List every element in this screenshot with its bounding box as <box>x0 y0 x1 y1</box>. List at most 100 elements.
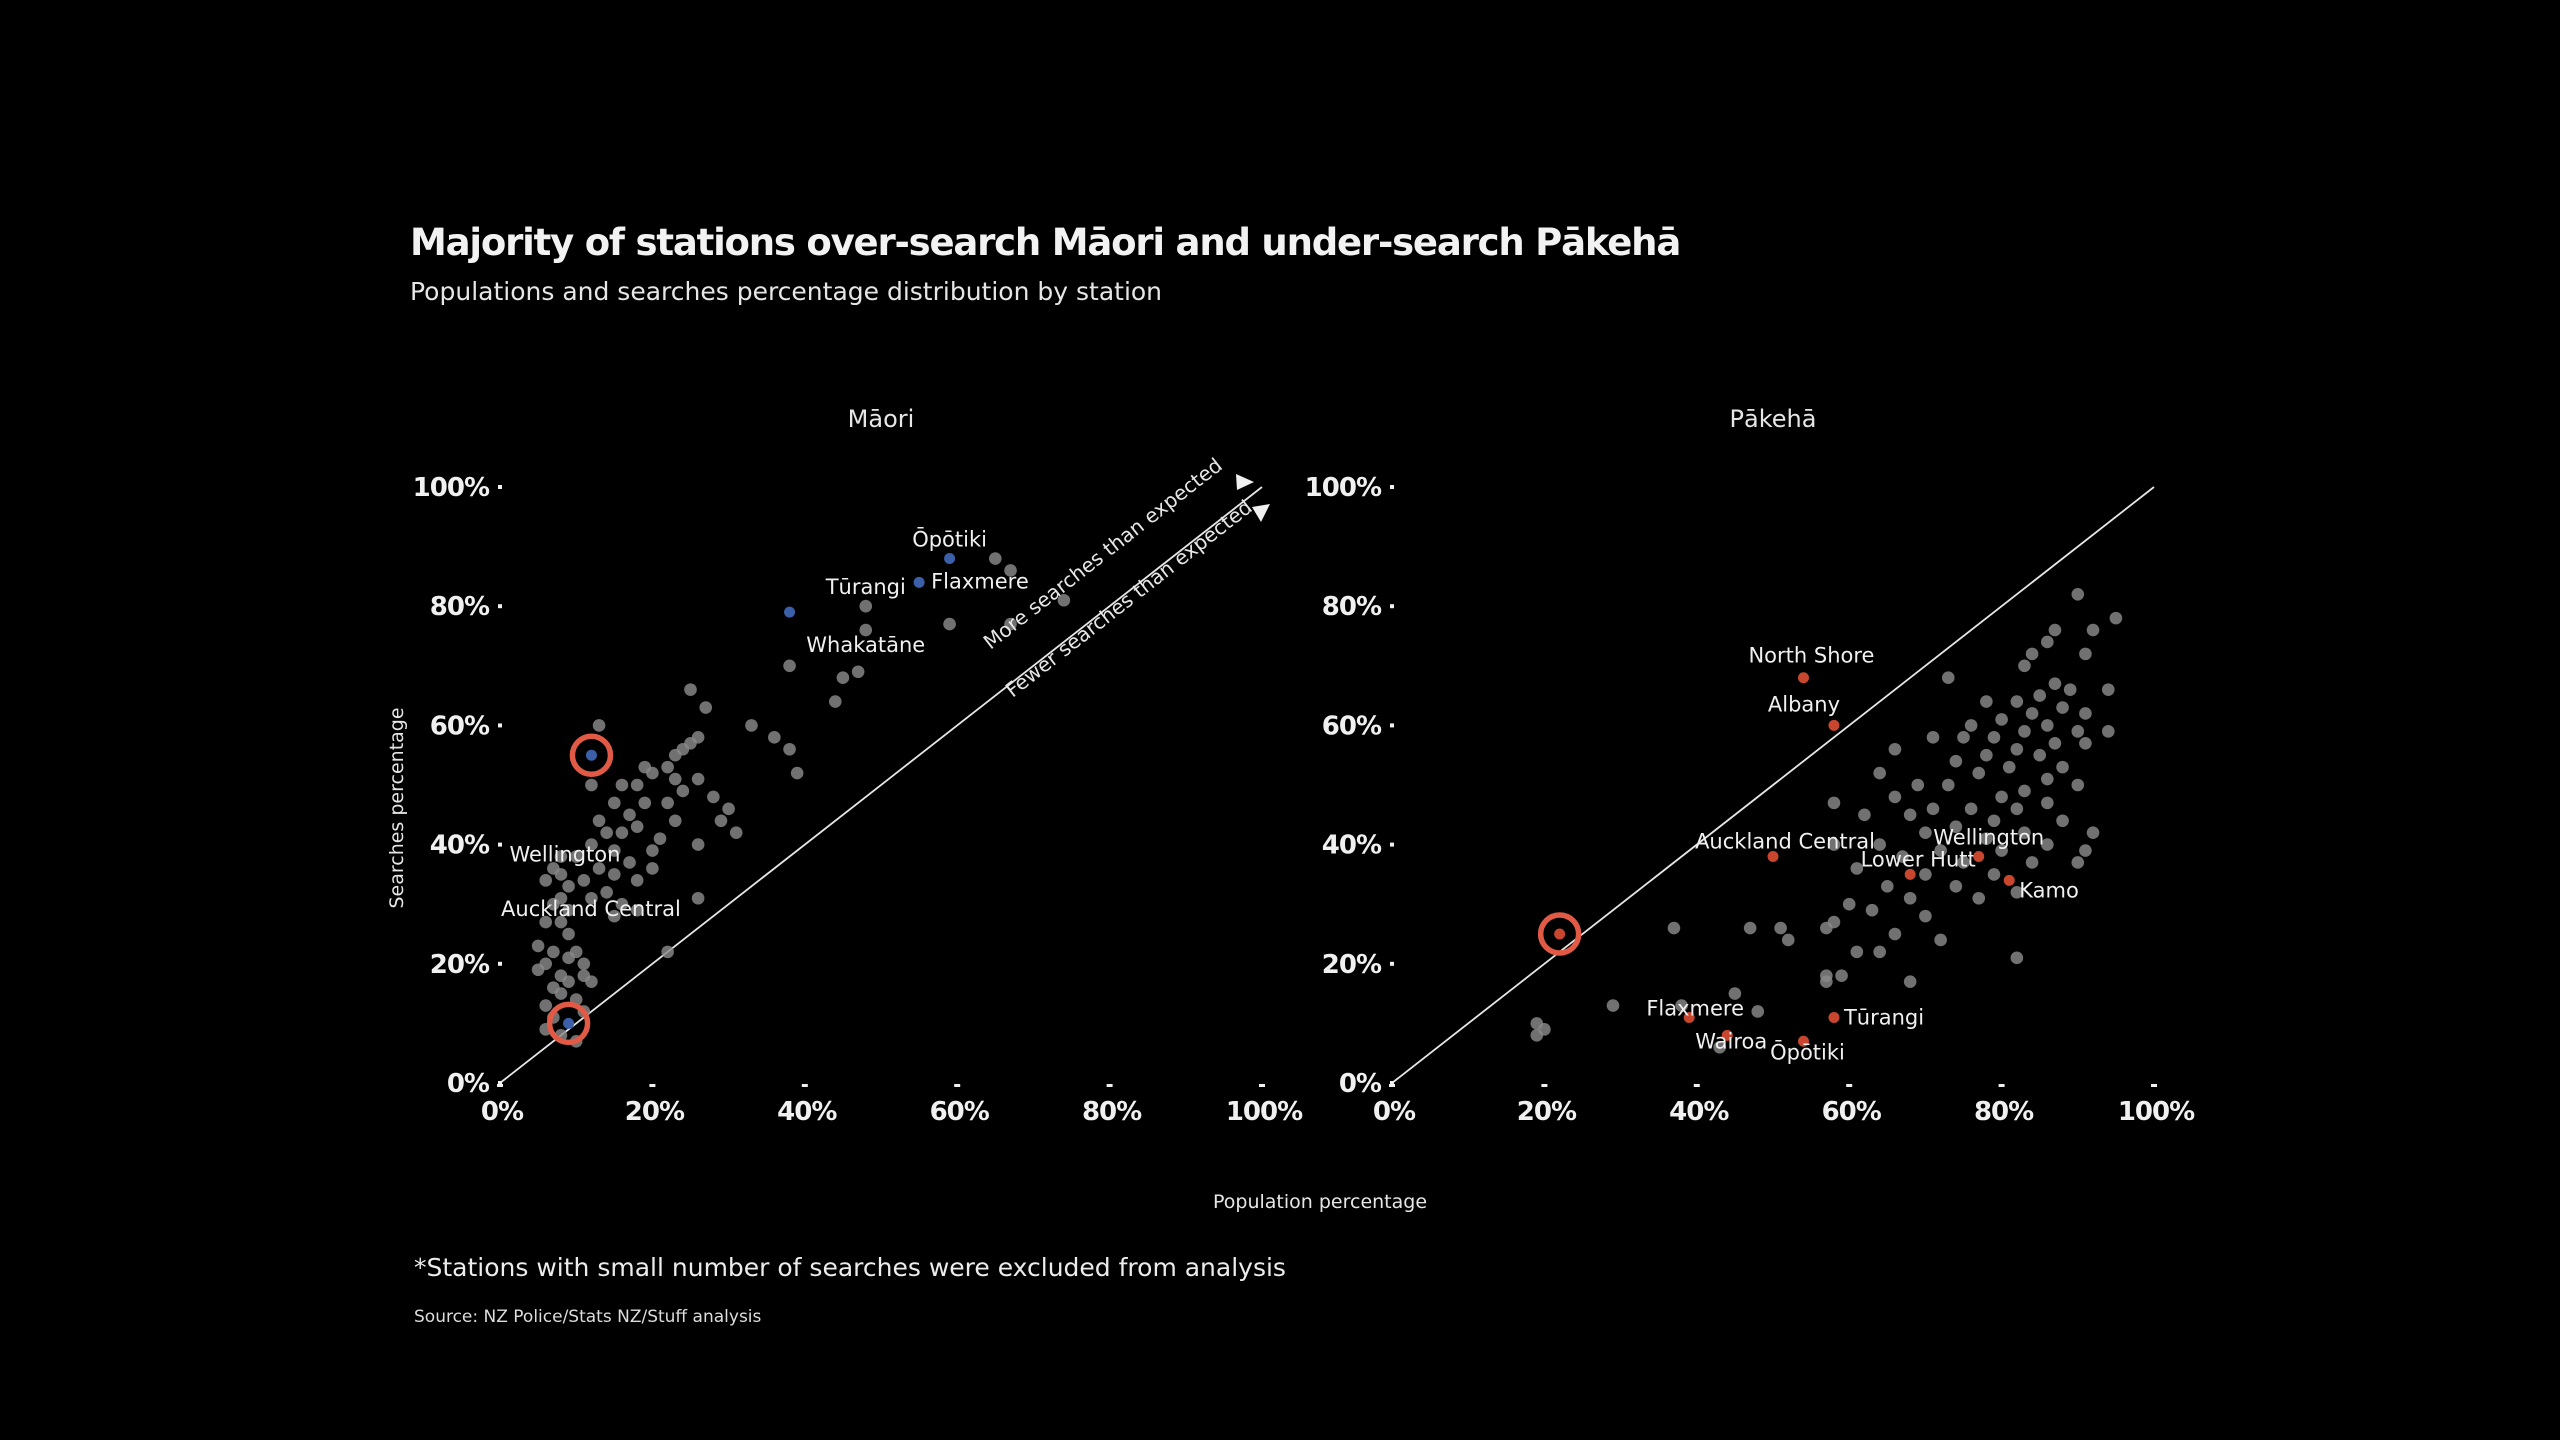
y-tick-label: 40% <box>430 831 490 861</box>
data-point <box>2079 707 2092 720</box>
labeled-point <box>1721 1029 1733 1041</box>
data-point <box>646 844 659 857</box>
data-point <box>1530 1029 1544 1042</box>
data-point <box>2010 742 2024 756</box>
data-point <box>2079 647 2092 661</box>
labeled-point <box>859 599 873 613</box>
data-point <box>1835 969 1848 983</box>
data-point <box>615 778 629 792</box>
data-point <box>1675 999 1688 1012</box>
data-point <box>1820 975 1833 988</box>
data-point <box>585 838 598 851</box>
data-point <box>608 868 621 881</box>
x-tick-label: 100% <box>1226 1097 1303 1127</box>
data-point <box>1842 897 1856 911</box>
x-tick-mark <box>954 1084 961 1087</box>
data-point <box>562 975 575 988</box>
data-point <box>722 802 735 816</box>
data-point <box>676 784 690 798</box>
point-label: Wellington <box>1933 826 2044 850</box>
data-point <box>2025 647 2039 661</box>
data-point <box>684 683 697 696</box>
data-point <box>1911 778 1925 792</box>
data-point <box>2018 784 2031 798</box>
point-label: Whakatāne <box>806 633 925 657</box>
data-point <box>539 874 553 887</box>
reference-diagonal-line <box>499 486 1263 1084</box>
point-label: Kamo <box>2019 878 2079 902</box>
data-point <box>2086 826 2100 839</box>
data-point <box>2071 725 2085 738</box>
data-point <box>1980 832 1993 845</box>
data-point <box>585 778 598 792</box>
source-note: Source: NZ Police/Stats NZ/Stuff analysi… <box>414 1307 762 1327</box>
y-tick-mark <box>1390 604 1394 609</box>
data-point <box>630 820 644 834</box>
labeled-point <box>944 553 956 565</box>
data-point <box>531 963 545 977</box>
data-point <box>1995 844 2008 857</box>
panel-title: Māori <box>848 405 915 433</box>
data-point <box>630 874 644 887</box>
y-tick-mark <box>498 842 502 847</box>
data-point <box>2041 772 2054 786</box>
data-point <box>623 856 636 869</box>
data-point <box>638 796 652 810</box>
data-point <box>630 903 644 917</box>
labeled-point <box>1828 719 1840 731</box>
data-point <box>1941 778 1955 792</box>
labeled-point <box>1797 672 1809 684</box>
data-point <box>1057 593 1071 607</box>
data-point <box>600 826 613 839</box>
y-tick-label: 40% <box>1322 831 1382 861</box>
data-point <box>2056 760 2069 774</box>
y-tick-mark <box>498 485 502 489</box>
data-point <box>2010 951 2024 965</box>
arrow-down-icon <box>1252 504 1270 522</box>
data-point <box>554 915 568 929</box>
x-tick-label: 0% <box>1373 1097 1416 1127</box>
data-point <box>1850 862 1864 875</box>
data-point <box>1004 564 1017 577</box>
panel-title: Pākehā <box>1730 405 1817 433</box>
data-point <box>1903 975 1917 988</box>
data-point <box>1972 891 1986 905</box>
data-point <box>1903 808 1917 822</box>
y-tick-mark <box>1390 961 1394 966</box>
data-point <box>1888 742 1902 756</box>
x-tick-mark <box>1998 1084 2005 1087</box>
data-point <box>1957 731 1970 744</box>
data-point <box>1743 921 1757 935</box>
y-tick-mark <box>498 723 502 728</box>
data-point <box>1964 802 1978 816</box>
data-point <box>577 874 591 887</box>
data-point <box>2033 689 2046 702</box>
y-tick-label: 80% <box>430 592 490 622</box>
data-point <box>1919 909 1932 923</box>
pakeha-panel: Pākehā 0% 20% 40% 60% 80% 100% 0% 20% 40% 60% 80% 10… <box>1305 405 2196 1127</box>
arrow-up-icon <box>1236 474 1254 490</box>
x-tick-mark <box>1693 1084 1700 1087</box>
data-point <box>1850 945 1864 959</box>
data-point <box>2018 826 2031 839</box>
data-point <box>1949 820 1963 834</box>
data-point <box>1751 1005 1765 1018</box>
data-point <box>539 915 553 929</box>
y-axis-label: Searches percentage <box>386 707 408 908</box>
x-tick-label: 80% <box>1082 1097 1142 1127</box>
data-point <box>615 826 629 839</box>
data-point <box>2071 856 2085 869</box>
data-point <box>707 790 720 804</box>
data-point <box>2071 778 2085 792</box>
data-point <box>600 885 613 899</box>
data-point <box>1987 814 2001 828</box>
data-point <box>554 850 568 863</box>
data-point <box>2101 725 2115 738</box>
data-point <box>668 814 682 828</box>
x-tick-mark <box>1389 1084 1395 1087</box>
data-point <box>2033 748 2046 762</box>
data-point <box>1980 695 1993 708</box>
y-tick-mark <box>1390 485 1394 489</box>
x-tick-label: 40% <box>1669 1097 1729 1127</box>
